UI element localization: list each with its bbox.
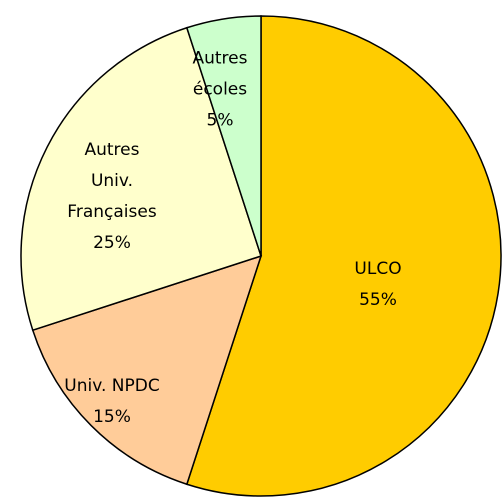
value-label: 25% <box>93 233 131 253</box>
pie-slice <box>185 15 502 497</box>
category-label: ULCO <box>354 259 402 279</box>
slice-label: ULCO 55% <box>313 254 443 316</box>
pie-slice <box>20 26 262 332</box>
value-label: 5% <box>206 110 234 131</box>
pie-slice <box>31 254 263 486</box>
pie-slice <box>185 15 262 257</box>
slice-label: Autres écoles 5% <box>183 44 258 137</box>
category-label: Univ. NPDC <box>64 376 160 396</box>
slice-label: Univ. NPDC 15% <box>42 371 182 433</box>
slice-label: Autres Univ. Françaises 25% <box>62 135 162 259</box>
category-label: Autres écoles <box>192 48 248 100</box>
value-label: 15% <box>93 407 131 427</box>
value-label: 55% <box>359 290 397 310</box>
category-label: Autres Univ. Françaises <box>67 140 157 222</box>
